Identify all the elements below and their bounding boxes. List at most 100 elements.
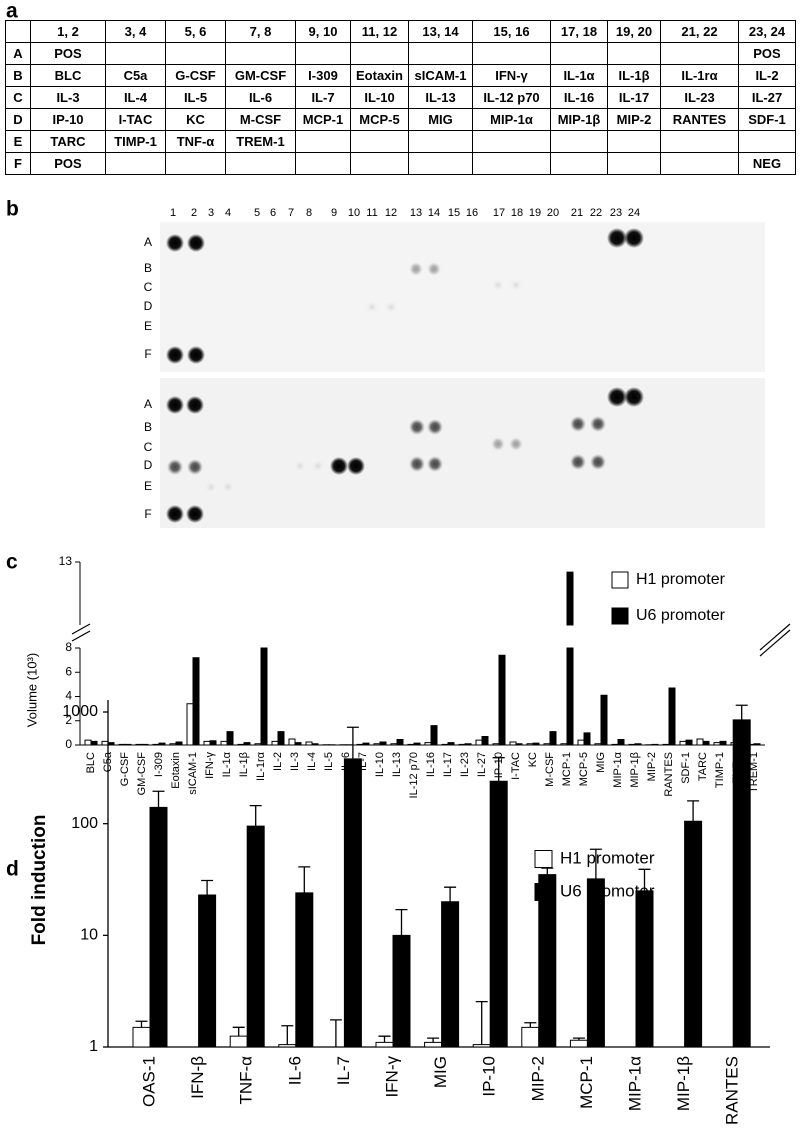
x-tick-label: MIP-2 bbox=[528, 1056, 547, 1101]
bar bbox=[668, 687, 676, 746]
blot-column-number: 13 bbox=[410, 207, 422, 219]
y-tick-label: 0 bbox=[65, 737, 72, 751]
error-bar bbox=[249, 804, 262, 827]
bar bbox=[229, 1035, 248, 1048]
blot-column-number: 1 bbox=[170, 207, 176, 219]
bar bbox=[118, 743, 126, 746]
x-tick-label: M-CSF bbox=[544, 752, 556, 787]
table-cell: IL-13 bbox=[408, 86, 473, 109]
header-row: 1, 2 3, 4 5, 6 7, 8 9, 10 11, 12 13, 14 15, 16 1… bbox=[5, 20, 796, 43]
blot-column-number: 20 bbox=[547, 207, 559, 219]
blot-column-number: 6 bbox=[270, 207, 276, 219]
bar bbox=[294, 742, 302, 746]
table-cell: POS bbox=[30, 152, 106, 175]
blot-row-label: E bbox=[144, 319, 152, 333]
bar bbox=[407, 743, 415, 746]
blot-column-number: 15 bbox=[448, 207, 460, 219]
x-tick-label: OAS-1 bbox=[139, 1056, 158, 1107]
blot-column-number: 3 bbox=[208, 207, 214, 219]
bar bbox=[492, 743, 500, 746]
bar bbox=[509, 741, 517, 746]
table-cell: BLC bbox=[30, 64, 106, 87]
bar bbox=[583, 732, 591, 746]
bar bbox=[220, 740, 228, 746]
bar bbox=[696, 738, 704, 746]
error-bar bbox=[152, 790, 165, 808]
bar bbox=[538, 874, 557, 1048]
bar bbox=[254, 743, 262, 746]
legend-label: H1 promoter bbox=[560, 848, 655, 867]
x-tick-label: Eotaxin bbox=[170, 752, 182, 789]
bar bbox=[277, 731, 285, 746]
x-tick-label: G-CSF bbox=[119, 752, 131, 787]
bar bbox=[532, 742, 540, 746]
table-row: E TARC TIMP-1 TNF-α TREM-1 bbox=[5, 130, 796, 153]
error-bar bbox=[232, 1026, 245, 1037]
x-tick-label: IL-1β bbox=[238, 752, 250, 777]
bar bbox=[186, 703, 194, 746]
error-bar bbox=[427, 1037, 440, 1043]
bar bbox=[475, 739, 483, 746]
blot-row-label: F bbox=[144, 507, 151, 521]
x-tick-label: TREM-1 bbox=[748, 752, 760, 793]
y-tick-label: 6 bbox=[65, 664, 72, 678]
panel-label: b bbox=[6, 198, 19, 221]
bar bbox=[226, 731, 234, 746]
table-cell: IL-10 bbox=[350, 86, 409, 109]
blot-column-number: 18 bbox=[511, 207, 523, 219]
error-bar bbox=[135, 1020, 148, 1028]
blot-column-number: 10 bbox=[348, 207, 360, 219]
x-tick-label: KC bbox=[527, 752, 539, 767]
y-tick-label: 10 bbox=[80, 927, 98, 944]
bar bbox=[732, 719, 751, 1048]
error-bar bbox=[395, 908, 408, 936]
panel-label: c bbox=[6, 551, 18, 574]
bar bbox=[101, 740, 109, 746]
bar bbox=[569, 1039, 588, 1048]
column-header: 23, 24 bbox=[738, 20, 796, 43]
bar bbox=[243, 742, 251, 746]
bar bbox=[543, 743, 551, 746]
x-tick-label: IL-1α bbox=[221, 751, 233, 777]
x-tick-label: TARC bbox=[697, 752, 709, 781]
y-tick-label: 4 bbox=[65, 689, 72, 703]
bar bbox=[169, 743, 177, 746]
error-bar bbox=[378, 1035, 391, 1043]
bar bbox=[175, 741, 183, 746]
table-cell: NEG bbox=[738, 152, 796, 175]
bar bbox=[560, 743, 568, 746]
y-tick-label: 100 bbox=[71, 815, 98, 832]
blot-column-number: 9 bbox=[331, 207, 337, 219]
error-bar bbox=[201, 879, 214, 895]
bar bbox=[713, 742, 721, 746]
x-tick-label: MIP-1α bbox=[612, 751, 624, 787]
bar bbox=[90, 740, 98, 746]
y-axis-label: Volume (10³) bbox=[24, 653, 39, 727]
blot-row-label: D bbox=[144, 299, 153, 313]
bar bbox=[719, 740, 727, 746]
x-tick-label: I-TAC bbox=[510, 752, 522, 780]
bar bbox=[424, 742, 432, 746]
bar bbox=[472, 1044, 491, 1048]
x-tick-label: SDF-1 bbox=[680, 752, 692, 784]
table-cell: I-TAC bbox=[105, 108, 166, 131]
x-tick-label: IL-13 bbox=[391, 752, 403, 777]
x-tick-label: RANTES bbox=[663, 752, 675, 797]
bar bbox=[271, 740, 279, 746]
x-tick-label: IL-10 bbox=[374, 752, 386, 777]
blot-membrane bbox=[160, 378, 765, 528]
bar bbox=[600, 694, 608, 746]
error-bar bbox=[298, 866, 311, 893]
bar bbox=[198, 894, 217, 1048]
error-bar bbox=[492, 757, 505, 782]
cytokine-array-map: 1, 2 3, 4 5, 6 7, 8 9, 10 11, 12 13, 14 15, 16 1… bbox=[5, 20, 796, 175]
blot-column-number: 4 bbox=[225, 207, 231, 219]
x-tick-label: RANTES bbox=[723, 1056, 742, 1125]
x-tick-label: MIP-2 bbox=[646, 752, 658, 781]
axis-break-marks bbox=[71, 623, 791, 657]
blot-column-number: 5 bbox=[254, 207, 260, 219]
bar bbox=[515, 743, 523, 746]
legend-label: U6 promoter bbox=[560, 881, 655, 900]
bar bbox=[362, 742, 370, 746]
